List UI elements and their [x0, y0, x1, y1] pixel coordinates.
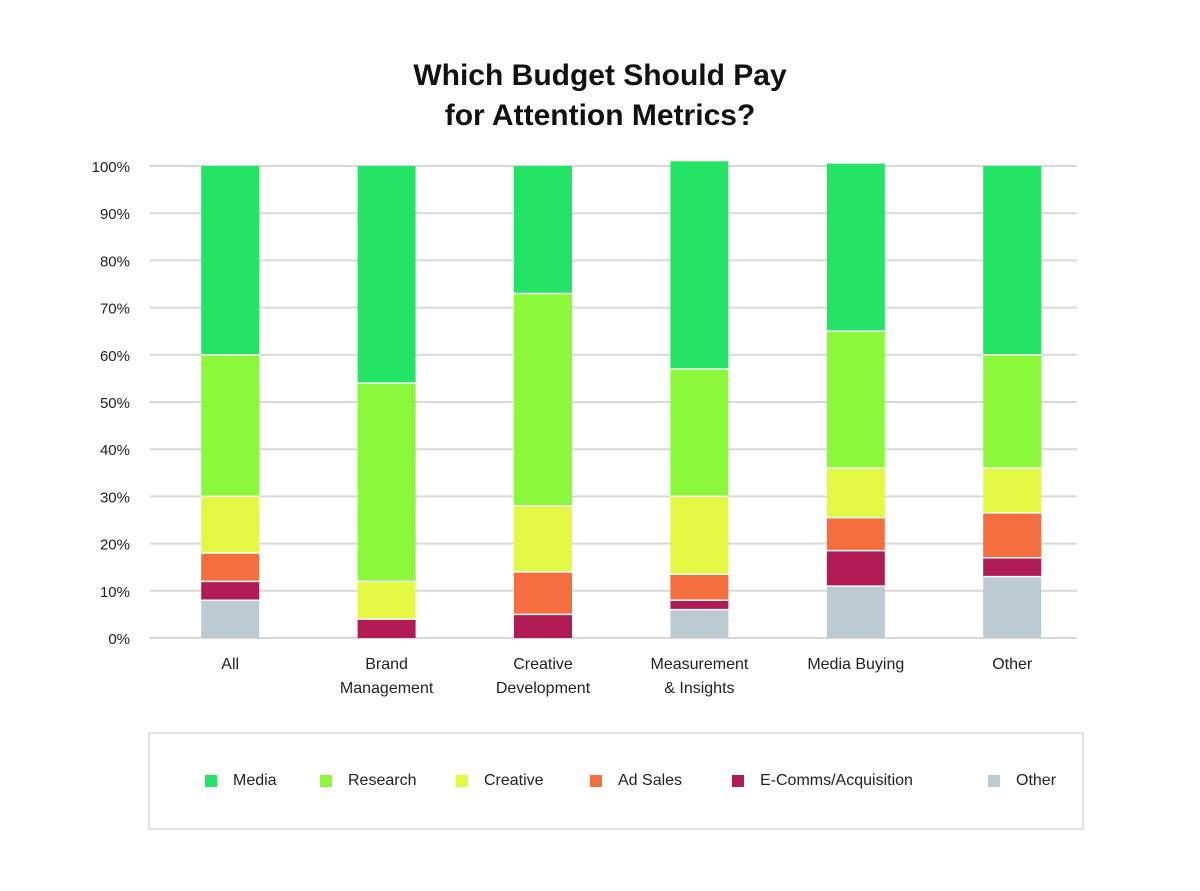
x-tick-label: Creative: [513, 656, 573, 673]
bar-segment-e-comms-acquisition: [357, 619, 416, 638]
legend-item: Creative: [456, 771, 544, 791]
y-tick-label: 10%: [100, 584, 130, 601]
bar-segment-e-comms-acquisition: [983, 557, 1042, 577]
legend-item: Ad Sales: [590, 771, 682, 791]
bar-segment-e-comms-acquisition: [201, 581, 260, 601]
gridlines: [150, 165, 1077, 639]
chart-title-line-2: for Attention Metrics?: [444, 99, 756, 132]
bar-segment-e-comms-acquisition: [670, 600, 729, 610]
bar-segment-creative: [826, 468, 885, 518]
bar-segment-media: [357, 166, 416, 384]
bar-segment-ad-sales: [983, 512, 1042, 558]
bar-segment-research: [514, 293, 572, 506]
bar-segment-research: [201, 354, 260, 497]
bar-segment-other: [670, 609, 729, 638]
legend-label: E-Comms/Acquisition: [760, 772, 913, 789]
x-tick-label: Management: [340, 680, 434, 697]
stacked-bar-chart: 0% 10% 20% 30% 40% 50% 60% 70% 80% 90% 100% All Bra…: [92, 159, 1077, 697]
bar-segment-media: [201, 166, 260, 355]
bar-segment-creative: [357, 581, 416, 620]
bar-segment-creative: [983, 468, 1042, 513]
bar-segment-ad-sales: [514, 571, 572, 615]
bar-segment-media: [670, 161, 729, 369]
y-tick-label: 90%: [100, 206, 130, 223]
legend-label: Ad Sales: [618, 772, 683, 789]
bar-segment-media: [514, 166, 572, 294]
y-tick-label: 50%: [100, 395, 130, 412]
bar-stack: [514, 166, 572, 638]
x-tick-label: & Insights: [664, 680, 734, 697]
x-tick-label: Other: [992, 656, 1033, 673]
y-tick-label: 100%: [92, 159, 130, 176]
bar-segment-ad-sales: [201, 553, 260, 582]
bar-stack: [670, 161, 729, 638]
x-tick-label: Measurement: [650, 656, 748, 673]
legend-item: Media: [205, 771, 277, 791]
y-tick-label: 60%: [100, 348, 130, 365]
bar-segment-other: [983, 576, 1042, 638]
bar-stack: [357, 166, 416, 638]
bar-stack: [826, 163, 885, 638]
bar-segment-other: [826, 586, 885, 638]
bar-segment-research: [670, 368, 729, 497]
x-tick-label: Brand: [365, 656, 408, 673]
y-axis: 0% 10% 20% 30% 40% 50% 60% 70% 80% 90% 100%: [92, 159, 130, 648]
legend-swatch: [988, 775, 1000, 787]
x-tick-label: Development: [496, 680, 591, 697]
bar-segment-creative: [201, 496, 260, 554]
legend-swatch: [320, 775, 332, 787]
bar-stack: [201, 166, 260, 638]
x-tick-label: All: [221, 656, 239, 673]
legend-swatch: [590, 775, 602, 787]
legend-item: E-Comms/Acquisition: [732, 771, 913, 791]
legend-label: Research: [348, 772, 417, 789]
legend-item: Other: [988, 771, 1056, 791]
bar-segment-ad-sales: [670, 574, 729, 601]
y-tick-label: 30%: [100, 489, 130, 506]
legend-swatch: [456, 775, 468, 787]
bar-segment-research: [983, 354, 1042, 469]
bar-segment-media: [983, 166, 1042, 355]
bar-stack: [983, 166, 1042, 638]
bar-segment-e-comms-acquisition: [514, 614, 572, 638]
bar-segment-ad-sales: [826, 517, 885, 551]
legend-swatch: [732, 775, 744, 787]
y-tick-label: 40%: [100, 442, 130, 459]
bar-segment-media: [826, 163, 885, 332]
bar-segment-creative: [514, 505, 572, 572]
y-tick-label: 0%: [108, 631, 130, 648]
legend-label: Media: [233, 772, 277, 789]
y-tick-label: 80%: [100, 253, 130, 270]
x-axis: All Brand Management Creative Development Mea…: [221, 656, 1033, 697]
legend-swatch: [205, 775, 217, 787]
bars: [201, 161, 1042, 638]
y-tick-label: 70%: [100, 301, 130, 318]
chart-title: Which Budget Should Pay for Attention Me…: [0, 56, 1200, 136]
bar-segment-creative: [670, 496, 729, 575]
legend-label: Creative: [484, 772, 544, 789]
bar-segment-research: [826, 331, 885, 469]
bar-segment-other: [201, 600, 260, 638]
y-tick-label: 20%: [100, 537, 130, 554]
legend: Media Research Creative Ad Sales E-Comms/Acq…: [148, 732, 1084, 830]
x-tick-label: Media Buying: [807, 656, 904, 673]
bar-segment-research: [357, 383, 416, 582]
legend-label: Other: [1016, 772, 1057, 789]
bar-segment-e-comms-acquisition: [826, 550, 885, 587]
chart-title-line-1: Which Budget Should Pay: [413, 59, 787, 92]
legend-item: Research: [320, 771, 416, 791]
